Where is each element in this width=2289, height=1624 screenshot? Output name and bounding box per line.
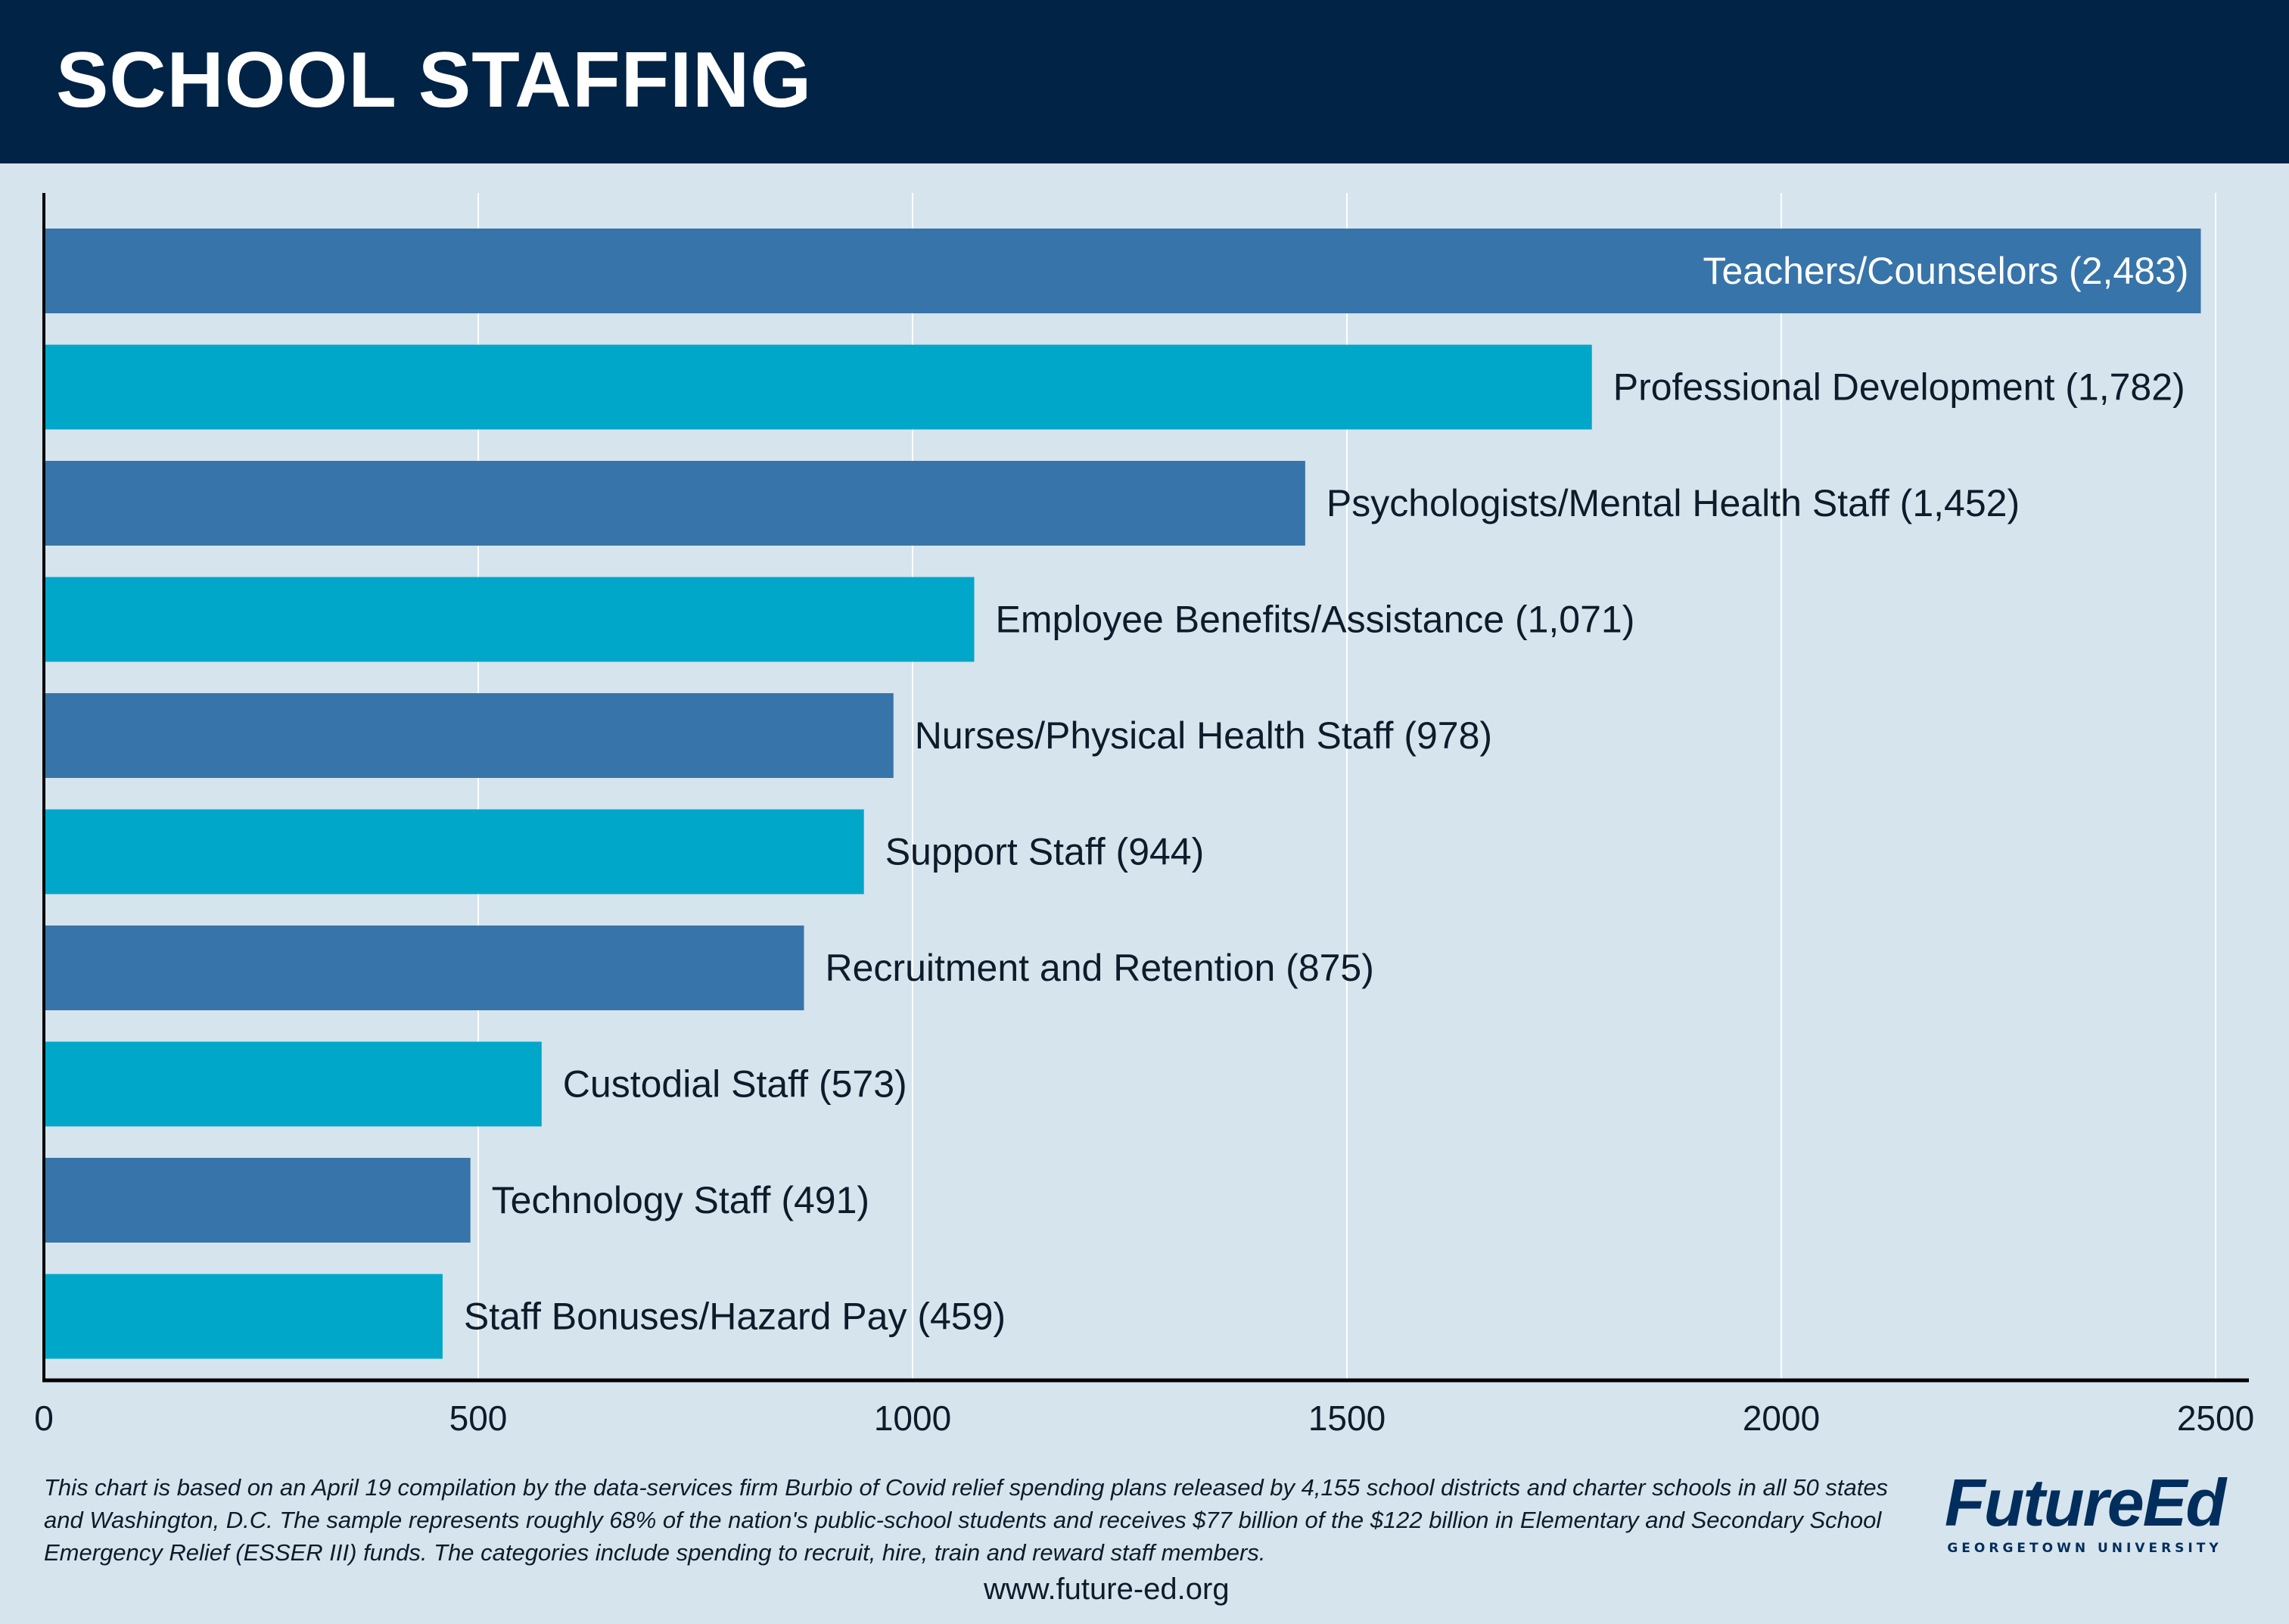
logo-wordmark: FutureEd	[1944, 1465, 2226, 1540]
bar-label-1: Professional Development (1,782)	[1613, 366, 2185, 409]
bar-chart: Teachers/Counselors (2,483) Professional …	[34, 193, 2254, 1438]
header-banner: SCHOOL STAFFING	[0, 0, 2289, 163]
footnote: This chart is based on an April 19 compi…	[44, 1474, 1889, 1566]
bar-9	[44, 1274, 443, 1359]
bar-label-3: Employee Benefits/Assistance (1,071)	[996, 599, 1635, 641]
bar-label-5: Support Staff (944)	[885, 831, 1205, 873]
bar-2	[44, 461, 1305, 546]
x-tick-label-1500: 1500	[1308, 1398, 1386, 1438]
bar-4	[44, 693, 894, 778]
bar-3	[44, 577, 975, 662]
bar-label-6: Recruitment and Retention (875)	[826, 947, 1374, 989]
bar-0	[44, 229, 2201, 313]
x-tick-label-0: 0	[34, 1398, 54, 1438]
bar-7	[44, 1041, 542, 1127]
logo-subtitle: GEORGETOWN UNIVERSITY	[1947, 1541, 2222, 1556]
bar-6	[44, 926, 804, 1010]
bar-label-9: Staff Bonuses/Hazard Pay (459)	[464, 1296, 1006, 1338]
page-title: SCHOOL STAFFING	[56, 36, 813, 124]
x-tick-label-2500: 2500	[2177, 1398, 2254, 1438]
x-tick-label-2000: 2000	[1743, 1398, 1820, 1438]
x-tick-label-1000: 1000	[874, 1398, 951, 1438]
bar-label-8: Technology Staff (491)	[492, 1179, 869, 1221]
bar-1	[44, 344, 1592, 430]
bar-8	[44, 1158, 471, 1243]
website-link[interactable]: www.future-ed.org	[984, 1573, 1230, 1606]
futureed-logo: FutureEd GEORGETOWN UNIVERSITY	[1937, 1470, 2232, 1568]
bar-label-4: Nurses/Physical Health Staff (978)	[915, 714, 1492, 757]
bar-5	[44, 809, 864, 894]
x-tick-label-500: 500	[449, 1398, 508, 1438]
bar-label-2: Psychologists/Mental Health Staff (1,452…	[1326, 482, 2020, 524]
bar-label-0: Teachers/Counselors (2,483)	[1703, 250, 2188, 292]
bar-label-7: Custodial Staff (573)	[563, 1063, 907, 1106]
